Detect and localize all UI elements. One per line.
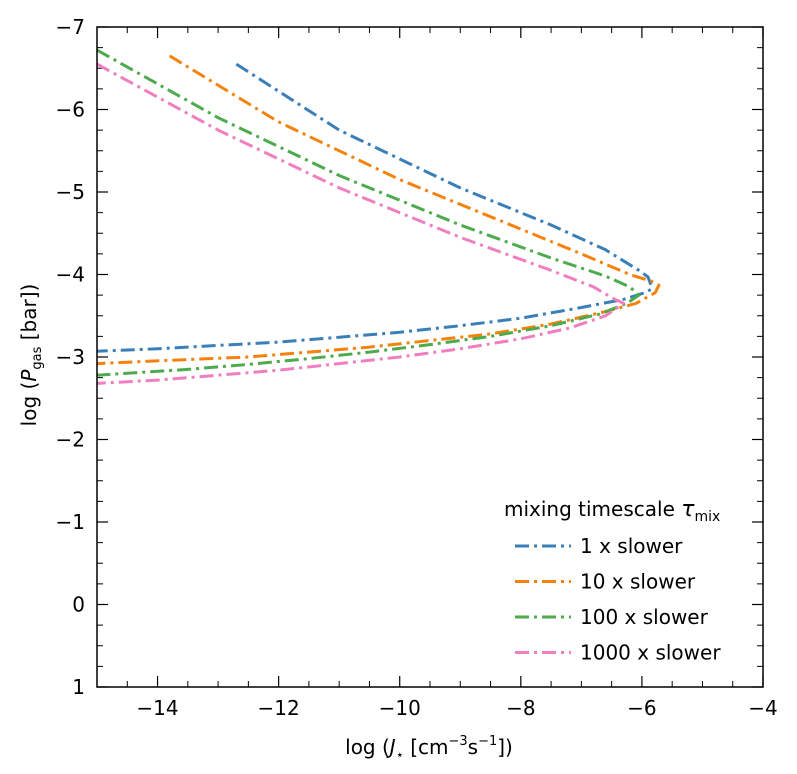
x-tick-label: −12 (258, 696, 300, 720)
y-tick-label: −3 (56, 345, 85, 369)
x-tick-label: −14 (136, 696, 178, 720)
y-tick-label: 1 (72, 675, 85, 699)
series-line-1-x-slower (96, 62, 653, 353)
legend-label: 10 x slower (580, 570, 696, 594)
y-axis-label: log (Pgas [bar]) (17, 284, 45, 427)
x-axis-label: log (J⋆ [cm−3s−1]) (345, 734, 513, 763)
x-tick-label: −8 (506, 696, 535, 720)
x-tick-label: −10 (379, 696, 421, 720)
legend-title: mixing timescale τmix (504, 497, 720, 525)
y-tick-label: −2 (56, 428, 85, 452)
series-line-1000-x-slower (96, 62, 626, 385)
x-tick-label: −4 (748, 696, 777, 720)
plot-area (96, 26, 764, 688)
x-tick-labels: −14 −12 −10 −8 −6 −4 (136, 696, 777, 720)
y-tick-label: 0 (72, 593, 85, 617)
x-tick-label: −6 (627, 696, 656, 720)
minor-ticks (96, 27, 763, 687)
y-tick-label: −1 (56, 510, 85, 534)
legend-label: 1 x slower (580, 534, 683, 558)
series-line-100-x-slower (96, 48, 641, 377)
y-tick-label: −6 (56, 98, 85, 122)
y-tick-label: −5 (56, 180, 85, 204)
legend-entries: 1 x slower 10 x slower 100 x slower 1000 x … (515, 534, 721, 665)
y-tick-label: −7 (56, 15, 85, 39)
y-tick-labels: −7 −6 −5 −4 −3 −2 −1 0 1 (56, 15, 85, 699)
plot-frame (96, 26, 764, 688)
legend-label: 1000 x slower (580, 641, 721, 665)
y-tick-label: −4 (56, 263, 85, 287)
legend-label: 100 x slower (580, 605, 709, 629)
series-layer (96, 48, 661, 385)
series-line-10-x-slower (96, 54, 661, 366)
legend: mixing timescale τmix 1 x slower 10 x slo… (504, 497, 721, 665)
